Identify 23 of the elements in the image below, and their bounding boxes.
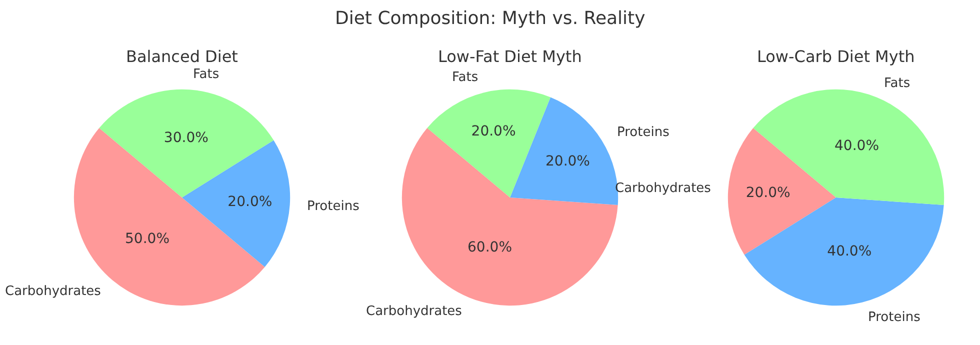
slice-label: Carbohydrates (5, 284, 102, 299)
data-label: 40.0% (827, 243, 872, 260)
text: Diet Composition: Myth vs. Reality (335, 8, 646, 29)
slice-label: Proteins (307, 199, 360, 214)
data-label: 30.0% (164, 130, 208, 146)
data-label: 40.0% (834, 138, 879, 154)
data-label: 20.0% (228, 194, 272, 210)
slice-label: Proteins (868, 310, 921, 325)
data-label: 60.0% (468, 240, 512, 256)
pie-slice (99, 89, 274, 198)
slice-label: Fats (884, 76, 910, 91)
pie-slice (744, 198, 944, 306)
chart-title: Low-Fat Diet Myth (438, 47, 582, 66)
slice-label: Fats (452, 70, 478, 85)
slice-label: Carbohydrates (366, 304, 462, 319)
slice-label: Fats (193, 67, 220, 82)
data-label: 20.0% (545, 153, 590, 170)
slice-label: Proteins (617, 125, 670, 140)
chart-title: Low-Carb Diet Myth (757, 47, 915, 66)
data-label: 20.0% (471, 123, 516, 140)
chart-title: Balanced Diet (126, 47, 238, 66)
data-label: 20.0% (746, 184, 790, 201)
data-label: 50.0% (125, 230, 170, 247)
